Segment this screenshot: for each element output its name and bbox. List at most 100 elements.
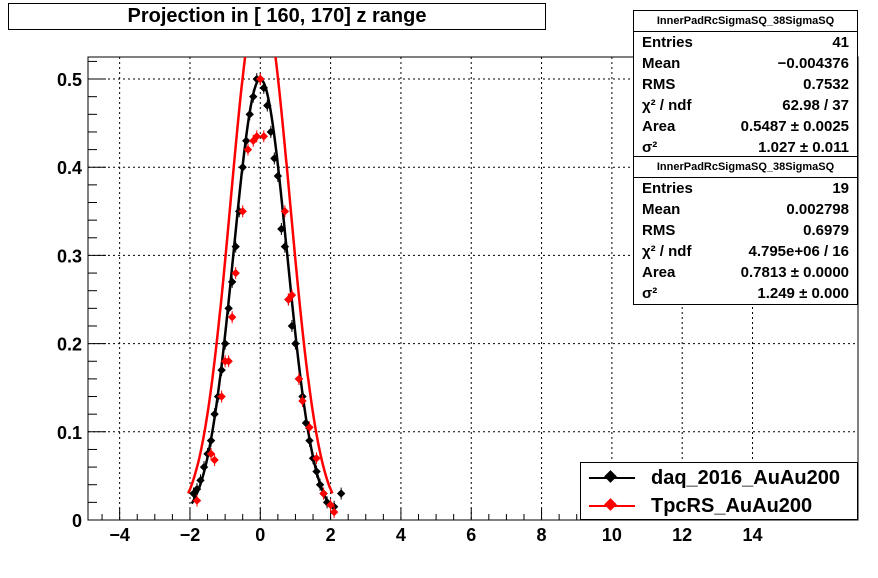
stats-value: 1.249 ± 0.000 [757,285,849,302]
data-point [329,507,339,517]
data-point [196,476,205,485]
y-tick-label: 0.3 [57,246,82,266]
data-point [280,242,290,251]
data-point [305,423,314,432]
data-point [298,396,307,406]
data-point [227,312,237,322]
stats-label: Mean [642,201,681,218]
data-point [315,480,325,489]
stats-label: Mean [642,55,681,72]
x-tick-label: 0 [255,525,265,545]
data-point [192,496,202,505]
stats-value: 19 [832,180,849,197]
y-tick-label: 0 [72,511,82,531]
legend-label: daq_2016_AuAu200 [651,467,840,489]
x-tick-label: 12 [672,525,692,545]
stats-title: InnerPadRcSigmaSQ_38SigmaSQ [634,11,857,32]
stats-value: 0.7813 ± 0.0000 [740,264,849,281]
stats-value: 4.795e+06 / 16 [748,243,849,260]
data-point [220,339,230,348]
x-tick-label: 10 [602,525,622,545]
data-point [319,489,328,498]
legend: daq_2016_AuAu200 TpcRS_AuAu200 [580,462,858,520]
axes: −4 −2 0 2 4 6 8 10 12 14 0 0.1 0.2 0.3 0.4 0.5 [57,60,841,545]
data-point [259,132,268,141]
legend-marker [604,498,617,511]
y-tick-label: 0.2 [57,335,82,355]
data-point [266,127,276,137]
data-point [231,268,240,278]
data-point [238,207,247,216]
data-point [252,132,261,141]
stats-row-rms: RMS 0.6979 [634,220,857,241]
stats-label: RMS [642,222,676,239]
stats-row-entries: Entries 19 [634,178,857,199]
stats-label: Area [642,264,676,281]
data-points [189,73,346,519]
chart-title: Projection in [ 160, 170] z range [8,3,546,30]
stats-value: 0.5487 ± 0.0025 [740,118,849,135]
x-tick-label: 2 [326,525,336,545]
stats-label: Area [642,118,676,135]
data-point [249,92,258,101]
legend-entry-daq: daq_2016_AuAu200 [581,464,857,492]
data-point [270,154,279,163]
x-tick-label: 6 [466,525,476,545]
y-tick-label: 0.1 [57,423,82,443]
data-point [206,436,216,445]
stats-label: Entries [642,180,693,197]
stats-row-sigma: σ² 1.249 ± 0.000 [634,283,857,304]
data-point [231,242,240,251]
data-point [336,489,346,498]
data-point [287,290,297,300]
stats-row-area: Area 0.5487 ± 0.0025 [634,116,857,137]
data-point [217,392,226,401]
data-point [256,74,265,84]
data-point [294,374,304,384]
data-point [224,357,233,366]
data-point [259,83,268,93]
data-point [273,171,283,181]
data-point [238,163,247,172]
data-point [210,455,219,465]
data-point [224,304,233,313]
data-point [217,365,226,375]
stats-row-sigma: σ² 1.027 ± 0.011 [634,137,857,158]
stats-row-rms: RMS 0.7532 [634,74,857,95]
stats-value: 0.002798 [786,201,849,218]
y-tick-label: 0.4 [57,158,82,178]
stats-label: σ² [642,139,658,156]
stats-label: Entries [642,34,693,51]
stats-row-mean: Mean 0.002798 [634,199,857,220]
x-tick-label: 4 [396,525,406,545]
data-point [305,436,314,445]
stats-value: 41 [832,34,849,51]
y-tick-label: 0.5 [57,70,82,90]
data-point [326,500,335,510]
x-tick-label: 8 [537,525,547,545]
stats-row-chi2: χ² / ndf 62.98 / 37 [634,95,857,116]
data-point [242,136,251,145]
stats-label: RMS [642,76,676,93]
stats-row-area: Area 0.7813 ± 0.0000 [634,262,857,283]
stats-box-tpcrs: InnerPadRcSigmaSQ_38SigmaSQ Entries 19 Me… [633,156,858,305]
stats-value: 62.98 / 37 [782,97,849,114]
stats-title: InnerPadRcSigmaSQ_38SigmaSQ [634,157,857,178]
data-point [280,207,290,216]
legend-entry-tpcrs: TpcRS_AuAu200 [581,492,857,520]
data-point [227,277,237,287]
stats-value: −0.004376 [777,55,849,72]
stats-label: χ² / ndf [642,97,692,114]
data-point [199,462,209,472]
stats-value: 0.6979 [803,222,849,239]
stats-row-mean: Mean −0.004376 [634,53,857,74]
stats-box-daq: InnerPadRcSigmaSQ_38SigmaSQ Entries 41 Me… [633,10,858,159]
data-point [291,339,300,348]
x-tick-label: −2 [180,525,201,545]
fit-curve [187,57,334,494]
data-point [206,449,216,459]
data-point [263,101,272,110]
data-point [277,224,286,234]
stats-row-chi2: χ² / ndf 4.795e+06 / 16 [634,241,857,262]
x-tick-label: 14 [743,525,763,545]
